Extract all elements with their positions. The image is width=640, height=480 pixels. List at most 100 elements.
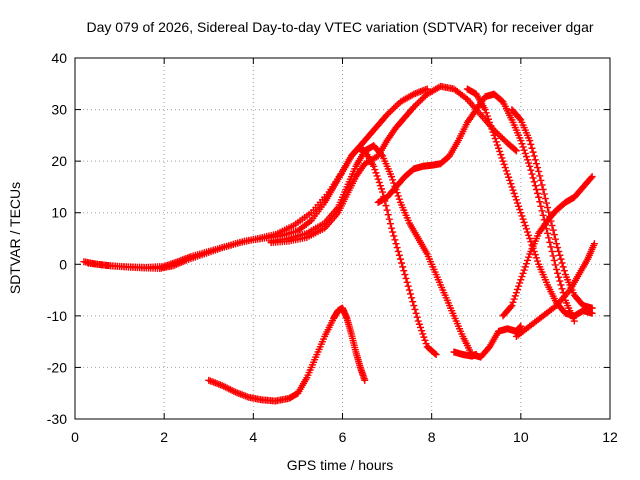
data-point: [511, 292, 519, 300]
data-point: [403, 278, 411, 286]
data-point: [540, 190, 548, 198]
data-point: [391, 103, 399, 111]
data-point: [549, 226, 557, 234]
data-point: [507, 303, 515, 311]
data-point: [382, 202, 390, 210]
data-point: [538, 181, 546, 189]
data-point: [482, 109, 490, 117]
data-point: [541, 195, 549, 203]
data-point: [538, 207, 546, 215]
data-point: [406, 290, 414, 298]
data-point: [518, 212, 526, 220]
y-tick-label: 0: [59, 256, 67, 272]
data-point: [488, 125, 496, 133]
data-point: [413, 100, 421, 108]
data-point: [489, 128, 497, 136]
data-point: [372, 169, 380, 177]
data-point: [534, 257, 542, 265]
data-point: [390, 104, 398, 112]
data-point: [492, 138, 500, 146]
data-point: [518, 140, 526, 148]
data-point: [529, 148, 537, 156]
data-point: [516, 115, 524, 123]
data-point: [502, 167, 510, 175]
data-point: [417, 323, 425, 331]
data-point: [537, 176, 545, 184]
data-point: [521, 149, 529, 157]
data-points: [80, 82, 598, 405]
data-point: [520, 146, 528, 154]
data-point: [560, 267, 568, 275]
data-point: [553, 240, 560, 248]
data-point: [511, 193, 519, 201]
x-tick-label: 6: [339, 429, 347, 445]
data-point: [534, 164, 542, 172]
data-point: [395, 195, 403, 203]
data-point: [528, 170, 536, 178]
series-arc-5: [374, 90, 578, 325]
data-point: [421, 336, 429, 344]
data-point: [490, 131, 498, 139]
data-point: [410, 302, 418, 310]
series-arc-4: [267, 82, 520, 247]
data-point: [556, 251, 564, 259]
data-point: [401, 271, 409, 279]
x-tick-label: 2: [160, 429, 168, 445]
data-point: [522, 153, 530, 161]
data-point: [388, 106, 396, 114]
data-point: [498, 134, 506, 142]
data-point: [371, 166, 379, 174]
data-point: [493, 141, 501, 149]
y-tick-label: -10: [47, 308, 67, 324]
data-point: [551, 235, 559, 243]
data-point: [517, 322, 525, 330]
data-point: [486, 118, 494, 126]
data-point: [408, 294, 416, 302]
data-point: [411, 305, 419, 313]
data-point: [542, 199, 550, 207]
data-point: [557, 281, 565, 289]
data-point: [520, 266, 528, 274]
data-point: [519, 269, 527, 277]
data-point: [550, 231, 558, 239]
data-point: [513, 285, 521, 293]
data-point: [386, 220, 394, 228]
data-point: [524, 228, 532, 236]
data-point: [405, 286, 413, 294]
data-point: [519, 215, 527, 223]
data-point: [546, 238, 554, 246]
x-tick-label: 0: [71, 429, 79, 445]
data-point: [485, 115, 493, 123]
data-point: [512, 289, 520, 297]
series-arc-11: [450, 348, 480, 360]
data-point: [588, 304, 596, 312]
data-point: [590, 240, 598, 248]
chart-title: Day 079 of 2026, Sidereal Day-to-day VTE…: [86, 19, 593, 35]
y-tick-label: -20: [47, 359, 67, 375]
data-point: [529, 174, 537, 182]
data-point: [527, 166, 535, 174]
data-point: [399, 263, 407, 271]
data-point: [522, 260, 530, 268]
data-point: [415, 98, 423, 106]
y-tick-label: -30: [47, 411, 67, 427]
data-point: [388, 224, 396, 232]
y-axis-label: SDTVAR / TECUs: [7, 182, 23, 294]
data-point: [555, 247, 563, 255]
data-point: [520, 218, 528, 226]
data-point: [409, 298, 417, 306]
data-point: [517, 209, 525, 217]
series-arc-2: [84, 144, 440, 359]
x-tick-label: 8: [428, 429, 436, 445]
data-point: [549, 252, 557, 260]
data-point: [495, 144, 503, 152]
data-point: [509, 186, 517, 194]
data-point: [487, 122, 495, 130]
data-point: [510, 295, 518, 303]
data-point: [551, 261, 559, 269]
data-point: [419, 330, 427, 338]
data-point: [393, 244, 401, 252]
data-point: [516, 279, 524, 287]
data-point: [391, 236, 399, 244]
data-point: [548, 222, 556, 230]
